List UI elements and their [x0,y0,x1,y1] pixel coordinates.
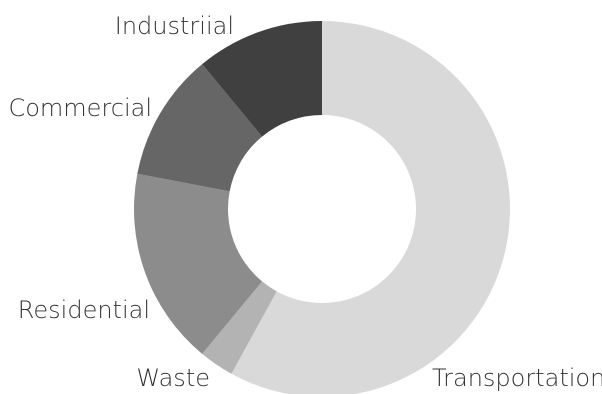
slice-residential [134,173,263,354]
donut-slices [134,21,510,394]
slice-label-industriial: Industriial [115,12,234,40]
slice-industriial [202,21,322,137]
slice-label-transportation: Transportation [432,364,602,392]
slice-transportation [231,21,510,394]
slice-label-waste: Waste [136,364,210,392]
slice-commercial [137,64,263,192]
slice-label-residential: Residential [18,296,150,324]
slice-waste [202,281,277,374]
slice-label-commercial: Commercial [8,94,152,122]
slice-labels: Transportation Waste Residential Commercial… [8,12,602,392]
